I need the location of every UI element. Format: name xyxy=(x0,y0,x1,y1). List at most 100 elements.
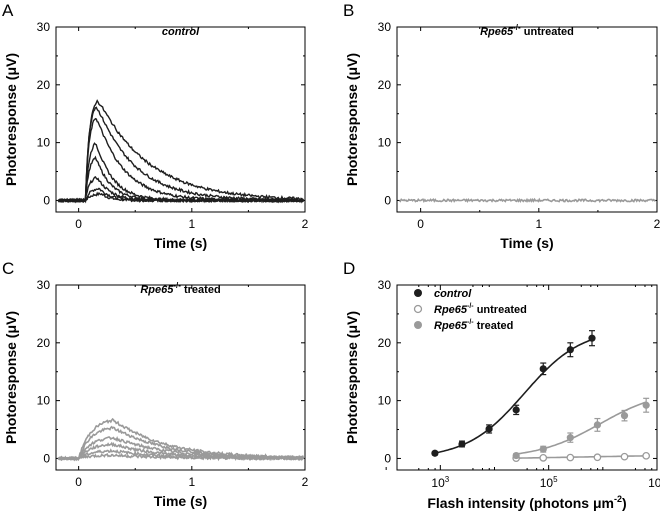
legend-marker-treated xyxy=(414,321,422,329)
title-sup: -/- xyxy=(513,23,521,32)
x-tick-label: 1 xyxy=(188,475,195,489)
legend-label-sup: -/- xyxy=(467,319,474,326)
data-point-untreated xyxy=(642,451,651,460)
legend-marker-control xyxy=(414,289,422,297)
x-axis-label-end: ) xyxy=(622,495,627,511)
x-tick-base: 10 xyxy=(648,476,660,490)
y-tick-label: 20 xyxy=(378,336,392,350)
legend-label-sup: -/- xyxy=(467,303,474,310)
x-tick-base: 10 xyxy=(431,476,445,490)
panel-letter: D xyxy=(343,259,355,278)
y-tick-label: 0 xyxy=(384,193,391,207)
y-tick-label: 20 xyxy=(37,336,51,350)
y-tick-label: 20 xyxy=(378,78,392,92)
data-point-untreated xyxy=(566,453,575,462)
x-axis-label-main: Flash intensity (photons μm xyxy=(427,495,614,511)
title-rest: treated xyxy=(181,284,221,296)
legend-label-rest: treated xyxy=(474,320,514,332)
y-axis-label: Photoresponse (μV) xyxy=(3,53,19,186)
x-tick-label: 0 xyxy=(75,475,82,489)
y-axis-label: Photoresponse (μV) xyxy=(344,53,360,186)
x-tick-label: 103 xyxy=(431,475,449,490)
title-sup: -/- xyxy=(173,281,181,290)
x-axis-label: Time (s) xyxy=(154,235,207,251)
y-tick-label: 10 xyxy=(37,136,51,150)
data-point-untreated xyxy=(620,452,629,461)
y-tick-label: 10 xyxy=(378,394,392,408)
data-point-treated xyxy=(512,451,520,460)
y-tick-label: 0 xyxy=(384,451,391,465)
trace-line-5 xyxy=(57,142,305,204)
data-point-treated xyxy=(593,421,602,429)
x-tick-label: 2 xyxy=(654,217,660,231)
data-point-untreated xyxy=(593,453,602,462)
data-point-untreated xyxy=(539,454,548,462)
legend-label-main: control xyxy=(434,288,472,300)
y-tick-label: 30 xyxy=(37,278,51,292)
legend-label-rest: untreated xyxy=(474,304,527,316)
plot-frame xyxy=(55,284,306,471)
y-tick-label: 20 xyxy=(37,78,51,92)
legend-label-untreated: Rpe65-/- untreated xyxy=(434,303,527,316)
x-tick-label: 105 xyxy=(540,475,558,490)
panel-letter: C xyxy=(2,259,14,278)
x-axis-label: Time (s) xyxy=(500,235,553,251)
data-point-control xyxy=(431,449,439,457)
y-tick-label: 10 xyxy=(378,136,392,150)
data-point-treated xyxy=(620,412,629,420)
chart-b: B 0 10 20 30 Photoresponse (μV) 0 1 2 Time (s) Rpe… xyxy=(343,1,660,251)
x-tick-label: 2 xyxy=(302,475,309,489)
legend-label-treated: Rpe65-/- treated xyxy=(434,319,513,332)
data-point-treated xyxy=(539,445,547,453)
x-axis-label-sup: -2 xyxy=(614,494,622,504)
legend-label-main: Rpe65 xyxy=(434,304,468,316)
trace-line-6 xyxy=(58,117,305,204)
trace-line-7 xyxy=(57,106,305,204)
x-axis-label: Time (s) xyxy=(154,493,207,509)
x-tick-exponent: 3 xyxy=(445,475,450,484)
data-point-control xyxy=(539,365,547,373)
chart-title: control xyxy=(162,26,200,38)
data-point-control xyxy=(458,440,466,448)
y-tick-label: 10 xyxy=(37,394,51,408)
trace-line-6 xyxy=(57,417,304,462)
chart-title: Rpe65-/- untreated xyxy=(480,23,574,38)
y-tick-label: 30 xyxy=(378,20,392,34)
x-tick-label: 1 xyxy=(188,217,195,231)
y-tick-label: 30 xyxy=(37,20,51,34)
chart-c: C 0 10 20 30 Photoresponse (μV) 0 1 2 Time (s) Rpe… xyxy=(2,259,309,509)
x-axis-label: Flash intensity (photons μm-2) xyxy=(427,494,626,511)
data-point-control xyxy=(566,346,574,354)
x-tick-base: 10 xyxy=(540,476,554,490)
data-point-treated xyxy=(566,434,574,442)
data-point-control xyxy=(485,425,493,433)
y-axis-label: Photoresponse (μV) xyxy=(3,311,19,444)
x-tick-label: 2 xyxy=(302,217,309,231)
legend-label-control: control xyxy=(434,288,472,300)
panel-letter: A xyxy=(2,1,14,20)
chart-title: Rpe65-/- treated xyxy=(140,281,220,296)
title-rest: untreated xyxy=(521,26,574,38)
trace-line-1 xyxy=(398,197,656,203)
x-tick-label: 0 xyxy=(417,217,424,231)
data-point-control xyxy=(512,406,520,414)
y-tick-label: 0 xyxy=(43,193,50,207)
title-main: Rpe65 xyxy=(480,26,514,38)
panel-letter: B xyxy=(343,1,354,20)
data-point-treated xyxy=(642,401,650,409)
x-tick-label: 0 xyxy=(75,217,82,231)
x-tick-label: 107 xyxy=(648,475,660,490)
x-tick-label: 1 xyxy=(535,217,542,231)
legend-marker-untreated xyxy=(413,304,423,314)
y-tick-label: 30 xyxy=(378,278,392,292)
chart-a: A 0 10 20 30 Photoresponse (μV) 0 1 2 Time (s) con… xyxy=(2,1,309,251)
data-point-control xyxy=(588,334,596,342)
legend-label-main: Rpe65 xyxy=(434,320,468,332)
title-main: Rpe65 xyxy=(140,284,174,296)
y-tick-label: 0 xyxy=(43,451,50,465)
y-axis-label: Photoresponse (μV) xyxy=(344,311,360,444)
plot-frame xyxy=(55,26,306,213)
